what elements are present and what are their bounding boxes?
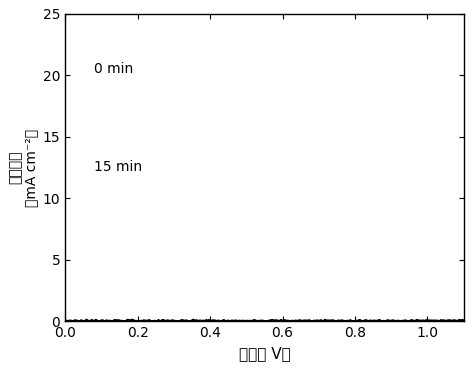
- Y-axis label: 电流密度
（mA cm⁻²）: 电流密度 （mA cm⁻²）: [8, 128, 39, 207]
- Text: 0 min: 0 min: [94, 62, 134, 76]
- Text: 15 min: 15 min: [94, 160, 142, 174]
- X-axis label: 电压（ V）: 电压（ V）: [238, 346, 290, 361]
